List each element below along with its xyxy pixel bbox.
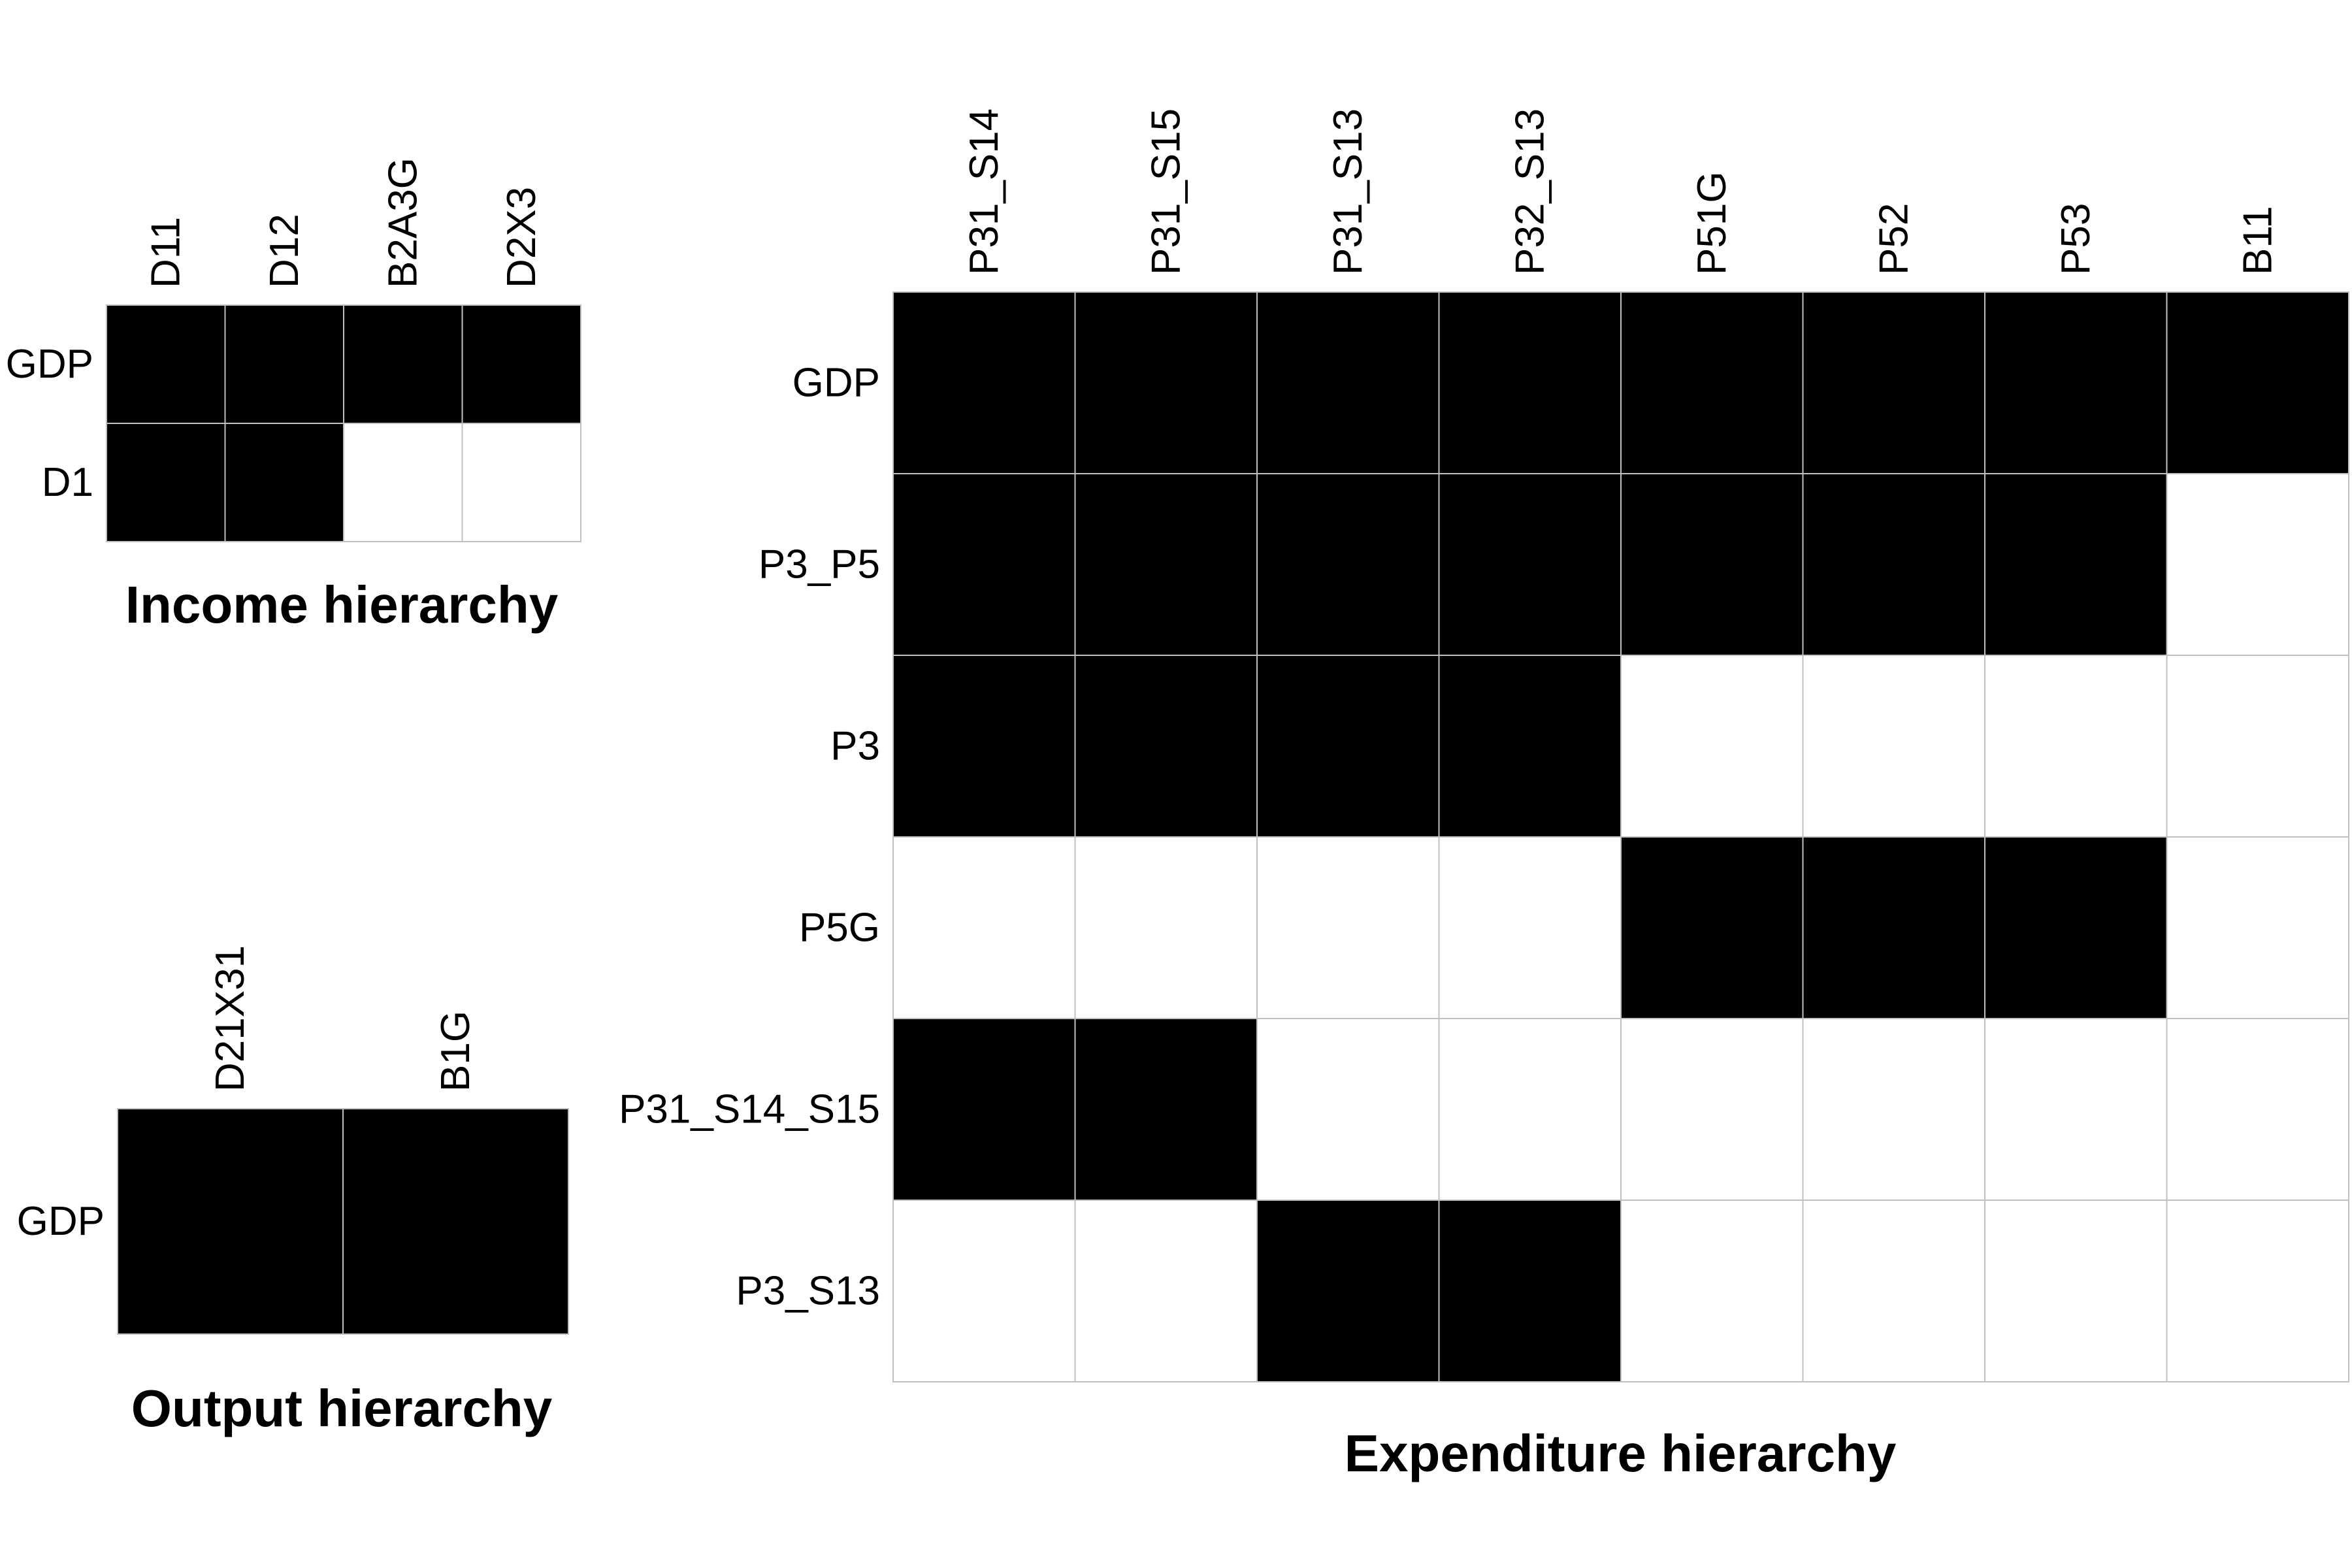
cell-p3-p5-p32-s13	[1438, 473, 1622, 656]
cell-p3-p51g	[1620, 655, 1804, 838]
col-label-d2x3: D2X3	[499, 187, 544, 288]
cell-p3-s13-p51g	[1620, 1200, 1804, 1382]
cell-p31-s14-s15-p31-s15	[1074, 1018, 1258, 1201]
cell-gdp-d12	[224, 304, 344, 424]
cell-gdp-b2a3g	[343, 304, 463, 424]
col-label-p52: P52	[1871, 203, 1916, 275]
cell-p3-s13-p53	[1984, 1200, 2168, 1382]
col-label-d12: D12	[262, 214, 307, 288]
cell-p3-s13-p32-s13	[1438, 1200, 1622, 1382]
col-label-b11: B11	[2235, 206, 2280, 275]
cell-p3-p5-p31-s14	[892, 473, 1076, 656]
expenditure-hierarchy-panel: GDP P3_P5 P3 P5G P31_S14_S15 P3_S13 P31_S14 P31…	[619, 108, 2349, 1482]
row-label-gdp: GDP	[792, 361, 880, 406]
cell-d1-d2x3	[461, 423, 581, 542]
cell-p3-p5-b11	[2166, 473, 2349, 656]
output-hierarchy-panel: GDP D21X31 B1G Output hierarchy	[17, 945, 569, 1437]
cell-p3-s13-p31-s14	[892, 1200, 1076, 1382]
cell-gdp-d2x3	[461, 304, 581, 424]
chart-title: Income hierarchy	[125, 576, 559, 634]
cell-d1-b2a3g	[343, 423, 463, 542]
cell-p3-p31-s14	[892, 655, 1076, 838]
col-label-p31-s15: P31_S15	[1143, 108, 1188, 275]
cell-gdp-p31-s15	[1074, 291, 1258, 474]
col-label-p51g: P51G	[1690, 171, 1735, 275]
col-label-p53: P53	[2053, 203, 2099, 275]
cell-p31-s14-s15-p31-s14	[892, 1018, 1076, 1201]
col-label-b1g: B1G	[433, 1011, 478, 1092]
col-label-p32-s13: P32_S13	[1507, 108, 1552, 275]
cell-gdp-p51g	[1620, 291, 1804, 474]
row-label-p31-s14-s15: P31_S14_S15	[619, 1087, 880, 1132]
cell-p31-s14-s15-p32-s13	[1438, 1018, 1622, 1201]
cell-p5g-p52	[1802, 836, 1985, 1019]
cell-p3-p52	[1802, 655, 1985, 838]
cell-gdp-p31-s14	[892, 291, 1076, 474]
cell-gdp-d21x31	[117, 1108, 344, 1335]
cell-p3-p5-p53	[1984, 473, 2168, 656]
row-label-gdp: GDP	[6, 342, 93, 387]
row-label-p3-s13: P3_S13	[736, 1269, 880, 1314]
chart-title: Expenditure hierarchy	[1345, 1424, 1897, 1482]
cell-d1-d12	[224, 423, 344, 542]
cell-gdp-b11	[2166, 291, 2349, 474]
col-label-d21x31: D21X31	[208, 945, 253, 1092]
cell-d1-d11	[106, 423, 226, 542]
cell-p3-p31-s15	[1074, 655, 1258, 838]
row-label-p3: P3	[830, 724, 880, 769]
cell-gdp-p52	[1802, 291, 1985, 474]
cell-p5g-p32-s13	[1438, 836, 1622, 1019]
cell-p3-p53	[1984, 655, 2168, 838]
col-label-b2a3g: B2A3G	[380, 157, 425, 288]
cell-p5g-p53	[1984, 836, 2168, 1019]
cell-p5g-p31-s14	[892, 836, 1076, 1019]
cell-p31-s14-s15-p51g	[1620, 1018, 1804, 1201]
cell-p3-p5-p52	[1802, 473, 1985, 656]
cell-p31-s14-s15-b11	[2166, 1018, 2349, 1201]
cell-gdp-p53	[1984, 291, 2168, 474]
row-label-p3-p5: P3_P5	[759, 542, 880, 587]
cell-p3-p5-p31-s15	[1074, 473, 1258, 656]
row-label-gdp: GDP	[17, 1199, 105, 1244]
cell-p31-s14-s15-p53	[1984, 1018, 2168, 1201]
cell-p3-p5-p51g	[1620, 473, 1804, 656]
cell-p5g-b11	[2166, 836, 2349, 1019]
cell-gdp-b1g	[342, 1108, 569, 1335]
cell-p3-p5-p31-s13	[1256, 473, 1440, 656]
cell-gdp-d11	[106, 304, 226, 424]
cell-p31-s14-s15-p31-s13	[1256, 1018, 1440, 1201]
cell-p5g-p51g	[1620, 836, 1804, 1019]
col-label-d11: D11	[143, 217, 188, 288]
cell-p5g-p31-s15	[1074, 836, 1258, 1019]
row-label-p5g: P5G	[799, 906, 880, 951]
row-label-d1: D1	[42, 460, 93, 505]
cell-p3-s13-p31-s15	[1074, 1200, 1258, 1382]
cell-gdp-p32-s13	[1438, 291, 1622, 474]
cell-p3-s13-p31-s13	[1256, 1200, 1440, 1382]
cell-p3-p31-s13	[1256, 655, 1440, 838]
cell-gdp-p31-s13	[1256, 291, 1440, 474]
cell-p3-s13-b11	[2166, 1200, 2349, 1382]
col-label-p31-s13: P31_S13	[1326, 108, 1371, 275]
cell-p3-b11	[2166, 655, 2349, 838]
cell-p3-p32-s13	[1438, 655, 1622, 838]
chart-title: Output hierarchy	[131, 1379, 553, 1437]
cell-p5g-p31-s13	[1256, 836, 1440, 1019]
income-hierarchy-panel: GDP D1 D11 D12 B2A3G D2X3 Income hierarchy	[6, 157, 581, 634]
cell-p3-s13-p52	[1802, 1200, 1985, 1382]
cell-p31-s14-s15-p52	[1802, 1018, 1985, 1201]
col-label-p31-s14: P31_S14	[962, 108, 1007, 275]
